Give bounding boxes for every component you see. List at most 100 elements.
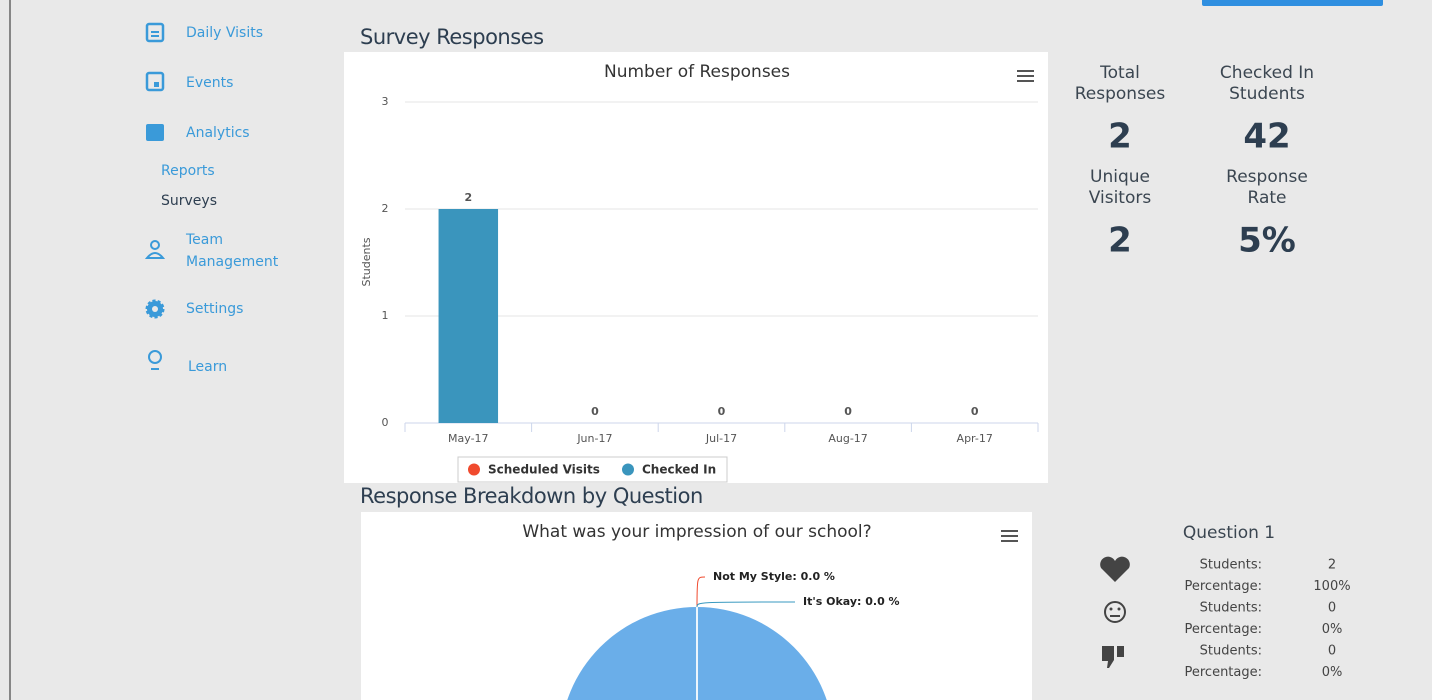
icon: [1017, 70, 1034, 72]
icon: [1017, 75, 1034, 77]
data-label: 0: [971, 405, 979, 418]
stat-label: Rate: [1248, 188, 1287, 208]
legend-marker: [622, 463, 634, 476]
stat-value: 5%: [1238, 221, 1296, 261]
leader-line: [696, 576, 706, 608]
icon: [145, 22, 165, 43]
stats: Total Responses 2 Checked In Students 42…: [1075, 63, 1314, 261]
menu-button[interactable]: [1017, 70, 1034, 82]
y-axis-label: Students: [360, 237, 373, 286]
icon: [1001, 540, 1018, 542]
x-tick-label: May-17: [448, 432, 489, 445]
data-label: It's Okay: 0.0 %: [803, 595, 900, 608]
stat-label: Checked In: [1220, 63, 1314, 83]
icon: [1109, 607, 1113, 611]
nav-settings[interactable]: Settings: [145, 299, 243, 319]
legend-label[interactable]: Checked In: [642, 463, 716, 477]
row-value: 0: [1328, 644, 1336, 659]
stat-label: Responses: [1075, 84, 1166, 104]
y-tick-label: 3: [382, 95, 389, 108]
icon: [154, 82, 159, 87]
stat-value: 2: [1108, 117, 1132, 157]
row-value: 0%: [1322, 622, 1343, 637]
row-label: Students:: [1200, 644, 1262, 659]
data-label: 0: [718, 405, 726, 418]
stat-value: 42: [1243, 117, 1290, 157]
nav-label: Events: [186, 75, 233, 91]
nav-analytics[interactable]: Analytics: [146, 124, 250, 141]
question-rows: Students: 2 Percentage: 100% Students: 0 Perce…: [1184, 558, 1350, 681]
icon: [144, 252, 166, 259]
sidebar: Daily Visits Events Analytics Reports Su…: [144, 22, 279, 375]
y-tick-label: 0: [382, 416, 389, 429]
row-label: Percentage:: [1184, 579, 1262, 594]
data-label: 0: [844, 405, 852, 418]
row-label: Students:: [1200, 558, 1262, 573]
pie-chart: Not My Style: 0.0 % It's Okay: 0.0 %: [567, 570, 900, 700]
icon: [1104, 601, 1126, 623]
x-tick-label: Apr-17: [957, 432, 993, 445]
data-label: 0: [591, 405, 599, 418]
stat-value: 2: [1108, 221, 1132, 261]
nav-label: Management: [186, 254, 279, 270]
row-value: 0%: [1322, 665, 1343, 680]
stat-label: Response: [1226, 167, 1308, 187]
row-value: 0: [1328, 601, 1336, 616]
icon: [150, 240, 160, 250]
icon: [152, 306, 158, 312]
dislike-icon: [1102, 646, 1124, 668]
icon: [1001, 535, 1018, 537]
row-label: Percentage:: [1184, 622, 1262, 637]
row-value: 100%: [1313, 579, 1350, 594]
data-label: Not My Style: 0.0 %: [713, 570, 835, 583]
y-tick-label: 1: [382, 309, 389, 322]
icon: [1017, 80, 1034, 82]
row-value: 2: [1328, 558, 1336, 573]
nav-reports[interactable]: Reports: [161, 163, 215, 179]
icon: [146, 124, 164, 141]
x-tick-label: Jun-17: [576, 432, 612, 445]
icon: [148, 350, 162, 364]
nav-label: Daily Visits: [186, 25, 263, 41]
legend: [457, 456, 728, 483]
nav-label: Analytics: [186, 125, 250, 141]
nav-team[interactable]: Team Management: [144, 232, 279, 270]
chart-title: Number of Responses: [604, 62, 790, 82]
top-button[interactable]: [1202, 0, 1383, 6]
section-heading: Survey Responses: [360, 25, 544, 49]
section-heading: Response Breakdown by Question: [360, 484, 703, 508]
legend-marker: [468, 463, 480, 476]
row-label: Students:: [1200, 601, 1262, 616]
leader-line: [696, 601, 796, 608]
stat-label: Total: [1099, 63, 1140, 83]
x-tick-label: Aug-17: [828, 432, 867, 445]
legend-label[interactable]: Scheduled Visits: [488, 463, 600, 477]
nav-learn[interactable]: Learn: [148, 350, 227, 375]
nav-label: Learn: [188, 359, 227, 375]
bar: [438, 209, 499, 423]
nav-daily-visits[interactable]: Daily Visits: [145, 22, 263, 43]
stat-label: Students: [1229, 84, 1305, 104]
menu-button[interactable]: [1001, 530, 1018, 542]
row-label: Percentage:: [1184, 665, 1262, 680]
nav-label: Settings: [186, 301, 243, 317]
nav-surveys[interactable]: Surveys: [161, 193, 217, 209]
neutral-icon: [1104, 601, 1126, 623]
icon: [1001, 530, 1018, 532]
question-title: Question 1: [1183, 523, 1275, 543]
y-tick-label: 2: [382, 202, 389, 215]
love-icon: [1100, 556, 1130, 582]
stat-label: Unique: [1090, 167, 1150, 187]
x-tick-label: Jul-17: [705, 432, 737, 445]
icon: [1117, 607, 1121, 611]
data-label: 2: [464, 191, 472, 204]
bar-chart: 0 1 2 3 May-17 Jun-17 Jul-17 Aug-17 Apr-17 Schedu…: [382, 95, 1039, 477]
icon: [145, 71, 165, 92]
nav-events[interactable]: Events: [145, 71, 233, 92]
stat-label: Visitors: [1089, 188, 1152, 208]
chart-title: What was your impression of our school?: [522, 522, 871, 542]
